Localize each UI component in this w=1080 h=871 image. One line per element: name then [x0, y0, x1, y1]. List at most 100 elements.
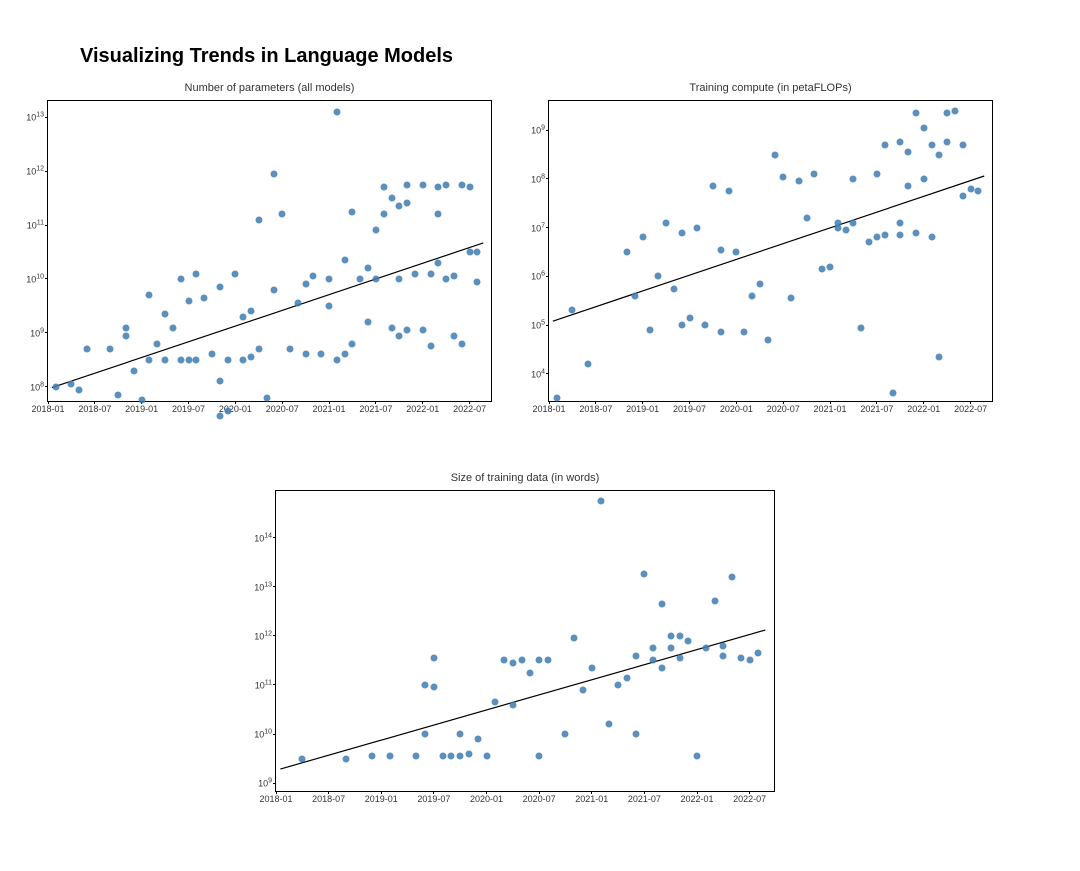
xtick-label: 2018-07: [312, 794, 345, 804]
data-point: [435, 184, 442, 191]
data-point: [107, 346, 114, 353]
ytick-label: 107: [531, 222, 545, 233]
data-point: [318, 351, 325, 358]
data-point: [333, 356, 340, 363]
data-point: [764, 336, 771, 343]
data-point: [897, 219, 904, 226]
xtick-label: 2019-01: [626, 404, 659, 414]
data-point: [756, 280, 763, 287]
data-point: [443, 181, 450, 188]
data-point: [474, 278, 481, 285]
data-point: [457, 753, 464, 760]
data-point: [631, 292, 638, 299]
ytick-mark: [45, 171, 48, 172]
xtick-label: 2021-01: [814, 404, 847, 414]
xtick-label: 2020-01: [720, 404, 753, 414]
data-point: [788, 295, 795, 302]
data-point: [349, 208, 356, 215]
data-point: [369, 753, 376, 760]
data-point: [458, 340, 465, 347]
xtick-label: 2019-07: [673, 404, 706, 414]
ytick-mark: [273, 635, 276, 636]
data-point: [396, 332, 403, 339]
data-point: [585, 361, 592, 368]
data-point: [450, 332, 457, 339]
data-point: [240, 356, 247, 363]
data-point: [349, 340, 356, 347]
data-point: [76, 386, 83, 393]
data-point: [729, 573, 736, 580]
ytick-label: 1013: [26, 112, 44, 123]
data-point: [287, 346, 294, 353]
xtick-label: 2021-01: [575, 794, 608, 804]
data-point: [685, 637, 692, 644]
data-point: [294, 300, 301, 307]
plot-area-training-data: 109101010111012101310142018-012018-07201…: [275, 490, 775, 792]
data-point: [271, 286, 278, 293]
data-point: [263, 394, 270, 401]
data-point: [413, 753, 420, 760]
data-point: [623, 674, 630, 681]
data-point: [450, 273, 457, 280]
xtick-label: 2018-01: [259, 794, 292, 804]
data-point: [676, 632, 683, 639]
xtick-label: 2018-01: [31, 404, 64, 414]
data-point: [271, 170, 278, 177]
data-point: [326, 275, 333, 282]
xtick-label: 2021-07: [628, 794, 661, 804]
xtick-label: 2022-07: [954, 404, 987, 414]
ytick-mark: [546, 178, 549, 179]
data-point: [889, 390, 896, 397]
data-point: [396, 275, 403, 282]
data-point: [717, 246, 724, 253]
data-point: [959, 192, 966, 199]
data-point: [658, 664, 665, 671]
xtick-label: 2018-07: [78, 404, 111, 414]
ytick-label: 1011: [255, 679, 272, 690]
ytick-label: 109: [30, 327, 44, 338]
data-point: [748, 292, 755, 299]
data-point: [650, 657, 657, 664]
ytick-label: 109: [258, 778, 272, 789]
data-point: [240, 313, 247, 320]
data-point: [667, 645, 674, 652]
data-point: [185, 356, 192, 363]
data-point: [527, 669, 534, 676]
data-point: [138, 397, 145, 404]
ytick-mark: [45, 117, 48, 118]
data-point: [115, 391, 122, 398]
data-point: [177, 275, 184, 282]
trend-line: [549, 101, 992, 401]
data-point: [624, 249, 631, 256]
trend-line: [48, 101, 491, 401]
xtick-label: 2020-07: [767, 404, 800, 414]
data-point: [404, 327, 411, 334]
ytick-mark: [546, 373, 549, 374]
data-point: [404, 181, 411, 188]
data-point: [928, 234, 935, 241]
data-point: [458, 181, 465, 188]
xtick-label: 2021-07: [860, 404, 893, 414]
data-point: [650, 645, 657, 652]
data-point: [725, 188, 732, 195]
data-point: [795, 178, 802, 185]
data-point: [639, 234, 646, 241]
data-point: [365, 319, 372, 326]
data-point: [834, 224, 841, 231]
data-point: [720, 642, 727, 649]
plot-area-parameters: 10810910101011101210132018-012018-072019…: [47, 100, 492, 402]
data-point: [52, 383, 59, 390]
data-point: [912, 229, 919, 236]
data-point: [162, 311, 169, 318]
data-point: [678, 322, 685, 329]
data-point: [310, 273, 317, 280]
data-point: [224, 408, 231, 415]
data-point: [967, 185, 974, 192]
chart-training-data: Size of training data (in words) 1091010…: [275, 490, 775, 792]
chart-compute: Training compute (in petaFLOPs) 10410510…: [548, 100, 993, 402]
xtick-label: 2019-07: [172, 404, 205, 414]
ytick-label: 1011: [27, 220, 44, 231]
data-point: [544, 657, 551, 664]
ytick-label: 109: [531, 125, 545, 136]
ytick-mark: [546, 130, 549, 131]
